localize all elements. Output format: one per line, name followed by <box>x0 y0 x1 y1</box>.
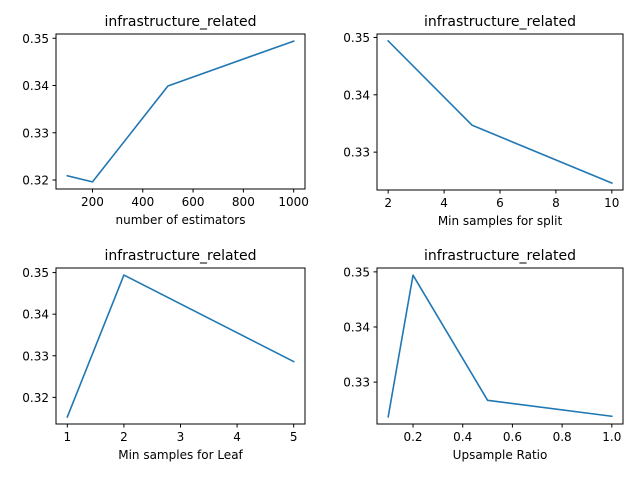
subplot-min-samples-leaf: infrastructure_related Min samples for L… <box>22 248 306 462</box>
x-tick-label: 0.2 <box>403 430 422 444</box>
y-tick-label: 0.33 <box>343 376 370 390</box>
x-axis-label: Min samples for Leaf <box>118 448 243 462</box>
subplot-estimators: infrastructure_related number of estimat… <box>22 14 309 227</box>
plot-frame <box>376 33 624 191</box>
y-tick-label: 0.32 <box>22 391 49 405</box>
y-tick-label: 0.35 <box>22 32 49 46</box>
subplot-min-samples-split: infrastructure_related Min samples for s… <box>343 14 624 228</box>
x-tick-label: 400 <box>131 195 154 209</box>
x-tick-label: 5 <box>290 430 298 444</box>
y-tick-label: 0.35 <box>343 31 370 45</box>
x-tick-label: 1000 <box>278 195 309 209</box>
x-tick-label: 4 <box>440 196 448 210</box>
x-tick-label: 4 <box>233 430 241 444</box>
y-tick-label: 0.32 <box>22 174 49 188</box>
x-tick-label: 3 <box>177 430 185 444</box>
y-tick-label: 0.33 <box>22 126 49 140</box>
x-tick-label: 0.4 <box>453 430 472 444</box>
series-line <box>66 274 295 418</box>
series-line <box>387 39 613 185</box>
y-tick-label: 0.35 <box>22 266 49 280</box>
y-tick-label: 0.34 <box>22 308 49 322</box>
x-tick-label: 6 <box>496 196 504 210</box>
x-tick-label: 1 <box>63 430 71 444</box>
x-tick-label: 600 <box>182 195 205 209</box>
plot-frame <box>55 267 306 425</box>
y-tick-label: 0.33 <box>22 349 49 363</box>
series-line <box>387 274 613 418</box>
y-tick-label: 0.34 <box>343 88 370 102</box>
subplot-title: infrastructure_related <box>424 248 576 264</box>
y-tick-label: 0.35 <box>343 265 370 279</box>
x-axis-label: number of estimators <box>116 213 246 227</box>
x-tick-label: 0.8 <box>553 430 572 444</box>
x-tick-label: 200 <box>81 195 104 209</box>
subplot-title: infrastructure_related <box>104 14 256 30</box>
x-tick-label: 0.6 <box>503 430 522 444</box>
x-tick-label: 1.0 <box>602 430 621 444</box>
x-tick-label: 2 <box>120 430 128 444</box>
y-tick-label: 0.34 <box>22 79 49 93</box>
x-tick-label: 2 <box>384 196 392 210</box>
plot-frame <box>55 33 306 190</box>
y-tick-label: 0.33 <box>343 146 370 160</box>
subplot-title: infrastructure_related <box>104 248 256 264</box>
series-line <box>66 40 295 183</box>
x-tick-label: 8 <box>552 196 560 210</box>
x-axis-label: Min samples for split <box>438 214 563 228</box>
plot-frame <box>376 267 624 425</box>
y-tick-label: 0.34 <box>343 320 370 334</box>
x-tick-label: 800 <box>232 195 255 209</box>
x-tick-label: 10 <box>604 196 619 210</box>
x-axis-label: Upsample Ratio <box>453 448 548 462</box>
subplot-upsample-ratio: infrastructure_related Upsample Ratio 0.… <box>343 248 624 462</box>
subplot-title: infrastructure_related <box>424 14 576 30</box>
